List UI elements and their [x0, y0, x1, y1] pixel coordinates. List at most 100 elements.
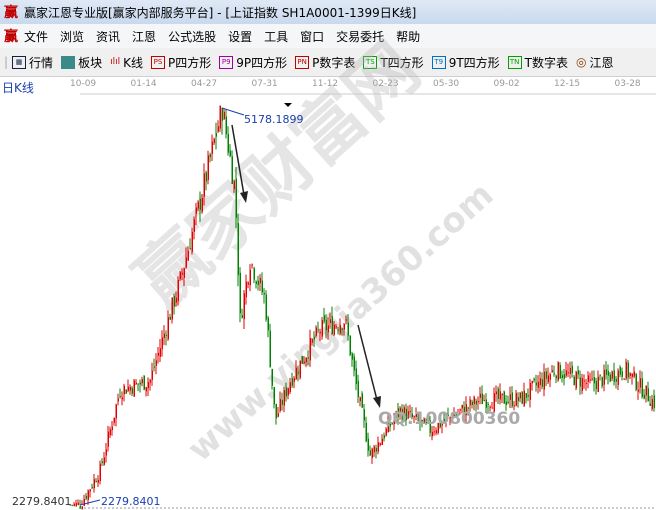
candle-body — [215, 133, 217, 137]
candle-body — [127, 386, 129, 391]
target-icon: ◎ — [576, 55, 587, 69]
x-tick-label: 11-12 — [312, 79, 339, 89]
candle-body — [513, 405, 515, 407]
candle-body — [237, 223, 239, 276]
candle-body — [303, 361, 305, 364]
candle-body — [133, 380, 135, 397]
candle-body — [91, 486, 93, 488]
menu-news[interactable]: 资讯 — [96, 29, 121, 44]
watermark-qq: QQ:100800360 — [378, 409, 521, 429]
candle-body — [263, 293, 265, 295]
candle-body — [467, 407, 469, 409]
candle-body — [413, 416, 415, 418]
candle-body — [619, 367, 621, 375]
candle-body — [269, 330, 271, 368]
candle-body — [77, 502, 79, 506]
candle-body — [173, 295, 175, 307]
candle-body — [123, 385, 125, 395]
candle-body — [111, 426, 113, 430]
candle-body — [371, 448, 373, 458]
candle-body — [499, 391, 501, 400]
candle-body — [217, 126, 219, 132]
candle-body — [309, 338, 311, 361]
menu-settings[interactable]: 设置 — [228, 29, 253, 44]
candle-body — [211, 141, 213, 154]
candle-body — [637, 389, 639, 392]
toolbar-sector[interactable]: ■ 板块 — [61, 54, 102, 71]
annotation — [284, 103, 292, 107]
candle-body — [313, 336, 315, 340]
candle-body — [651, 399, 653, 409]
candle-body — [649, 403, 651, 406]
candle-body — [607, 371, 609, 376]
candle-body — [457, 413, 459, 415]
candle-body — [543, 371, 545, 390]
menu-formula[interactable]: 公式选股 — [168, 29, 217, 44]
toolbar-p-square[interactable]: PS P四方形 — [150, 54, 211, 71]
annotation — [231, 124, 245, 196]
candle-body — [517, 397, 519, 401]
candle-body — [125, 389, 127, 394]
candle-body — [633, 371, 635, 377]
candle-body — [419, 420, 421, 424]
candle-body — [299, 360, 301, 378]
menu-gann[interactable]: 江恩 — [132, 29, 157, 44]
candle-body — [551, 370, 553, 373]
candle-body — [427, 420, 429, 422]
candle-body — [509, 394, 511, 401]
toolbar-p-table[interactable]: PN P数字表 — [295, 54, 355, 71]
candle-body — [247, 282, 249, 285]
low-price-label: 2279.8401 — [101, 495, 161, 508]
x-tick-label: 09-02 — [493, 79, 520, 89]
candle-body — [249, 269, 251, 286]
grid-icon: ▦ — [12, 55, 27, 69]
menu-trade[interactable]: 交易委托 — [336, 29, 385, 44]
candle-body — [363, 409, 365, 421]
candle-body — [109, 429, 111, 436]
annotation — [221, 107, 245, 116]
candle-body — [445, 416, 447, 421]
candle-body — [641, 378, 643, 398]
candle-body — [559, 364, 561, 379]
toolbar-t-table[interactable]: TN T数字表 — [507, 54, 568, 71]
candle-body — [581, 378, 583, 391]
candle-body — [439, 419, 441, 428]
candle-body — [597, 376, 599, 392]
candle-body — [265, 294, 267, 320]
x-tick-label: 03-28 — [614, 79, 641, 89]
toolbar-9t-square[interactable]: T9 9T四方形 — [431, 54, 500, 71]
menu-logo: 赢 — [4, 29, 18, 45]
menu-browse[interactable]: 浏览 — [60, 29, 85, 44]
toolbar-gann[interactable]: ◎ 江恩 — [576, 54, 614, 71]
candle-body — [473, 396, 475, 405]
candle-body — [459, 409, 461, 411]
p9-icon: P9 — [219, 55, 234, 69]
toolbar-quotes[interactable]: ▦ 行情 — [12, 54, 53, 71]
candle-body — [207, 155, 209, 180]
candle-body — [449, 417, 451, 419]
candle-body — [191, 231, 193, 252]
menu-window[interactable]: 窗口 — [300, 29, 325, 44]
candle-body — [433, 431, 435, 433]
candle-body — [243, 293, 245, 320]
menu-file[interactable]: 文件 — [24, 29, 49, 44]
candle-body — [285, 387, 287, 397]
candle-body — [277, 413, 279, 417]
toolbar-9p-square[interactable]: P9 9P四方形 — [219, 54, 287, 71]
y-axis-low-label: 2279.8401 — [12, 495, 72, 508]
menu-help[interactable]: 帮助 — [396, 29, 421, 44]
candle-body — [83, 499, 85, 506]
candle-body — [209, 154, 211, 158]
toolbar-label: 9P四方形 — [236, 55, 288, 70]
toolbar-t-square[interactable]: TS T四方形 — [363, 54, 424, 71]
candle-body — [115, 404, 117, 419]
menu-tools[interactable]: 工具 — [264, 29, 289, 44]
candle-body — [537, 381, 539, 388]
candle-body — [343, 323, 345, 330]
candle-body — [585, 382, 587, 384]
candle-body — [479, 393, 481, 398]
candle-body — [593, 377, 595, 384]
toolbar-kline[interactable]: ılıl K线 — [110, 54, 143, 71]
candle-body — [599, 374, 601, 376]
